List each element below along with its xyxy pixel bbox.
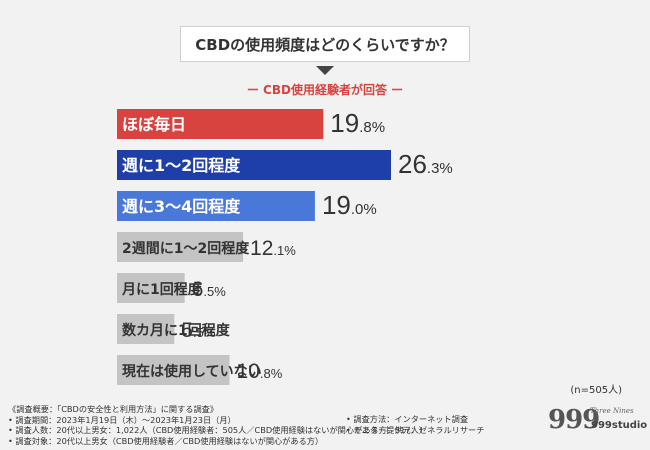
note-line: • モニター提供元：ゼネラルリサーチ	[346, 424, 485, 435]
sample-size: (n=505人)	[570, 385, 622, 396]
category-label: 数カ月に1回程度	[122, 322, 231, 339]
question-box: CBDの使用頻度はどのくらいですか？	[180, 26, 470, 62]
value-label: 6.5%	[192, 278, 227, 301]
value-label: 5.5%	[181, 319, 216, 342]
question-text: CBDの使用頻度はどのくらいですか？	[195, 35, 455, 54]
value-label: 19.0%	[322, 190, 377, 220]
logo-tagline: Three Nines	[590, 407, 634, 415]
survey-notes: 《調査概要：「CBDの安全性と利用方法」に関する調査》 • 調査期間：2023年…	[8, 404, 427, 446]
category-label: 週に1〜2回程度	[122, 156, 241, 175]
bar	[117, 232, 244, 262]
category-label: 2週間に1〜2回程度	[122, 240, 250, 257]
note-line: 《調査概要：「CBDの安全性と利用方法」に関する調査》	[8, 404, 219, 414]
bar	[117, 273, 185, 303]
bar-chart: ほぼ毎日 19.8% 週に1〜2回程度 26.3% 週に3〜4回程度 19.0% 2週間に1…	[117, 108, 453, 385]
category-label: 月に1回程度	[121, 281, 203, 298]
value-label: 10.8%	[237, 360, 283, 383]
pointer-icon	[316, 66, 334, 75]
bar	[117, 109, 324, 139]
value-label: 26.3%	[398, 149, 453, 179]
bar	[117, 150, 391, 180]
bar	[117, 355, 230, 385]
note-line: • 調査方法：インターネット調査	[346, 414, 469, 424]
note-line: • 調査期間：2023年1月19日（木）〜2023年1月23日（月）	[8, 414, 236, 425]
chart-subtitle: ー CBD使用経験者が回答 ー	[246, 83, 404, 97]
note-line: • 調査対象：20代以上男女（CBD使用経験者／CBD使用経験はないが関心がある…	[8, 435, 324, 446]
category-label: 現在は使用していない	[122, 363, 262, 380]
brand-logo: 999 Three Nines 999studio	[548, 405, 647, 435]
note-line: • 調査人数：20代以上男女：1,022人（CBD使用経験者：505人／CBD使…	[8, 425, 427, 435]
logo-number: 999	[548, 405, 600, 435]
bar	[117, 314, 175, 344]
category-label: 週に3〜4回程度	[122, 197, 241, 216]
category-label: ほぼ毎日	[122, 115, 186, 134]
bar	[117, 191, 315, 221]
logo-brand: 999studio	[591, 420, 648, 431]
value-label: 12.1%	[250, 237, 296, 260]
value-label: 19.8%	[330, 108, 385, 138]
survey-notes-right: • 調査方法：インターネット調査 • モニター提供元：ゼネラルリサーチ	[346, 414, 484, 435]
